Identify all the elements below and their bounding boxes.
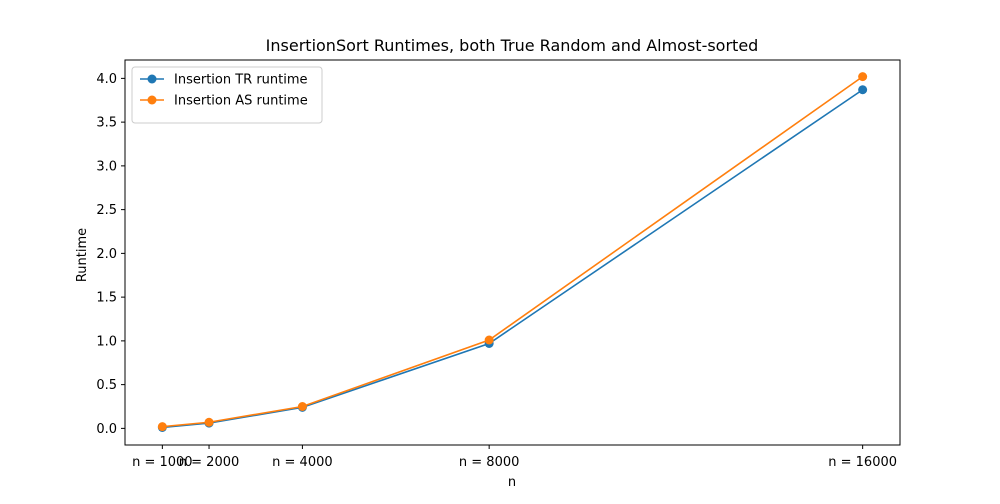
data-point xyxy=(297,402,307,411)
data-point xyxy=(157,422,167,432)
y-tick-label: 1.5 xyxy=(96,291,117,306)
x-tick-label: n = 4000 xyxy=(272,455,332,470)
y-tick-label: 4.0 xyxy=(96,72,117,87)
legend-label: Insertion TR runtime xyxy=(174,73,308,88)
y-tick-label: 0.0 xyxy=(96,422,117,437)
plot-area-frame xyxy=(124,59,901,446)
legend: Insertion TR runtime Insertion AS runtime xyxy=(131,66,323,124)
x-tick-label: n = 1000 xyxy=(132,455,192,470)
legend-marker xyxy=(147,74,157,84)
y-tick-label: 3.5 xyxy=(96,116,117,131)
x-tick-label: n = 2000 xyxy=(179,455,239,470)
data-point xyxy=(858,72,868,82)
y-tick-label: 2.5 xyxy=(96,203,117,218)
series-layer xyxy=(157,72,868,432)
x-tick-label: n = 16000 xyxy=(828,455,897,470)
y-axis-label: Runtime xyxy=(75,228,90,282)
series-line xyxy=(162,89,864,429)
legend-box xyxy=(131,66,323,124)
data-point xyxy=(204,417,214,427)
x-tick-label: n = 8000 xyxy=(459,455,519,470)
y-tick-label: 2.0 xyxy=(96,247,117,262)
series-line xyxy=(162,75,864,428)
data-point xyxy=(858,85,868,95)
y-tick-label: 1.0 xyxy=(96,334,117,349)
x-axis-label: n xyxy=(508,475,516,490)
data-point xyxy=(484,335,494,345)
y-tick-label: 0.5 xyxy=(96,378,117,393)
y-tick-label: 3.0 xyxy=(96,159,117,174)
legend-marker xyxy=(147,95,157,105)
y-axis-ticks: 0.0 0.5 1.0 1.5 2.0 2.5 3.0 3.5 4.0 xyxy=(96,72,125,437)
legend-entry: Insertion AS runtime xyxy=(140,94,308,109)
chart-title: InsertionSort Runtimes, both True Random… xyxy=(266,36,759,55)
axes-frame xyxy=(124,59,901,446)
legend-label: Insertion AS runtime xyxy=(174,94,308,109)
series-2 xyxy=(157,72,868,432)
series-1 xyxy=(157,85,868,432)
legend-entry: Insertion TR runtime xyxy=(140,73,308,88)
